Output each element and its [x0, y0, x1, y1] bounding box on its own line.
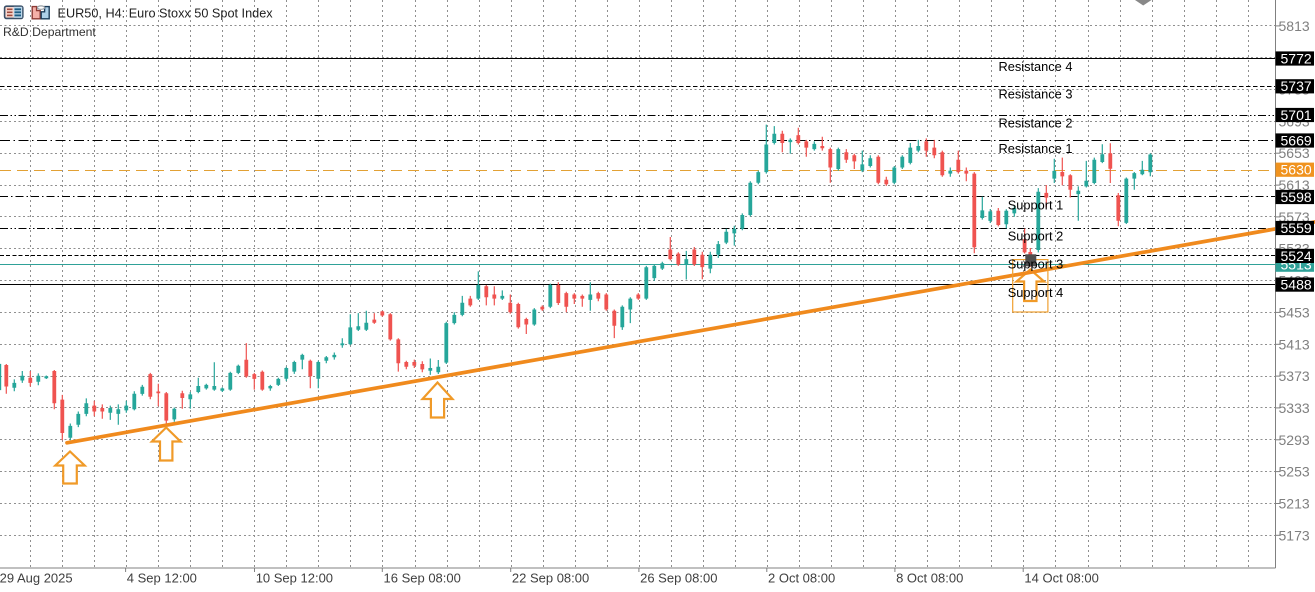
svg-text:Support 2: Support 2 — [1008, 228, 1064, 243]
svg-text:5413: 5413 — [1279, 336, 1310, 352]
svg-text:4 Sep 12:00: 4 Sep 12:00 — [127, 571, 197, 586]
svg-text:5524: 5524 — [1281, 248, 1312, 264]
svg-text:5598: 5598 — [1281, 189, 1312, 205]
svg-text:5488: 5488 — [1281, 277, 1312, 293]
svg-text:5333: 5333 — [1279, 400, 1310, 416]
svg-text:R&D Department: R&D Department — [3, 25, 96, 39]
svg-text:Resistance 3: Resistance 3 — [999, 87, 1073, 102]
svg-text:5701: 5701 — [1281, 107, 1312, 123]
svg-text:5653: 5653 — [1279, 145, 1310, 161]
svg-text:Resistance 1: Resistance 1 — [999, 141, 1073, 156]
svg-text:5772: 5772 — [1281, 50, 1312, 66]
svg-text:16 Sep 08:00: 16 Sep 08:00 — [384, 571, 461, 586]
svg-text:29 Aug 2025: 29 Aug 2025 — [0, 571, 73, 586]
svg-text:2 Oct 08:00: 2 Oct 08:00 — [768, 571, 835, 586]
svg-text:5213: 5213 — [1279, 496, 1310, 512]
svg-text:26 Sep 08:00: 26 Sep 08:00 — [640, 571, 717, 586]
svg-text:EUR50, H4: Euro Stoxx 50 Spot: EUR50, H4: Euro Stoxx 50 Spot Index — [58, 7, 274, 21]
svg-text:5613: 5613 — [1279, 177, 1310, 193]
svg-text:5559: 5559 — [1281, 220, 1312, 236]
svg-text:5293: 5293 — [1279, 432, 1310, 448]
svg-text:5813: 5813 — [1279, 18, 1310, 34]
svg-text:Support 1: Support 1 — [1008, 197, 1064, 212]
svg-text:5630: 5630 — [1281, 162, 1312, 178]
svg-text:5737: 5737 — [1281, 78, 1312, 94]
svg-text:14 Oct 08:00: 14 Oct 08:00 — [1024, 571, 1098, 586]
svg-text:5173: 5173 — [1279, 527, 1310, 543]
svg-text:8 Oct 08:00: 8 Oct 08:00 — [896, 571, 963, 586]
svg-text:Resistance 4: Resistance 4 — [999, 59, 1073, 74]
svg-text:10 Sep 12:00: 10 Sep 12:00 — [256, 571, 333, 586]
svg-text:5669: 5669 — [1281, 132, 1312, 148]
svg-text:5373: 5373 — [1279, 368, 1310, 384]
svg-text:5453: 5453 — [1279, 304, 1310, 320]
svg-text:Support 4: Support 4 — [1008, 285, 1064, 300]
svg-text:Support 3: Support 3 — [1008, 256, 1064, 271]
svg-text:5253: 5253 — [1279, 464, 1310, 480]
svg-text:Resistance 2: Resistance 2 — [999, 115, 1073, 130]
svg-text:22 Sep 08:00: 22 Sep 08:00 — [512, 571, 589, 586]
